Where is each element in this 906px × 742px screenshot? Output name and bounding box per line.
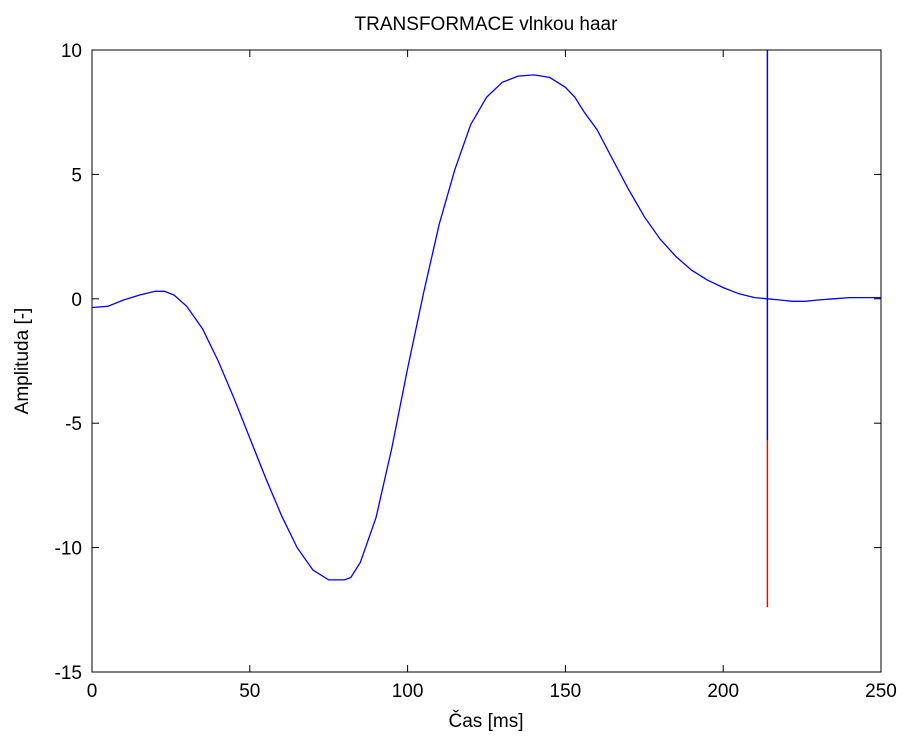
axis-ticks: 0 50 100 150 200 250 -15 -10 -5 0 5 10 (55, 41, 897, 702)
y-tick-label: -10 (55, 539, 82, 560)
x-tick-label: 250 (865, 681, 897, 702)
y-tick-label: 5 (71, 165, 82, 186)
y-tick-label: 10 (61, 41, 82, 62)
x-tick-label: 100 (392, 681, 424, 702)
y-tick-label: -15 (55, 663, 82, 684)
plot-area (91, 49, 882, 673)
series-line (91, 74, 881, 581)
y-axis-label: Amplituda [-] (12, 308, 33, 415)
y-tick-label: -5 (65, 414, 82, 435)
x-tick-label: 50 (239, 681, 260, 702)
x-axis-label: Čas [ms] (449, 710, 524, 732)
series-layer (91, 74, 881, 581)
chart-title: TRANSFORMACE vlnkou haar (355, 14, 619, 35)
y-tick-label: 0 (71, 290, 82, 311)
x-tick-label: 150 (550, 681, 582, 702)
x-tick-label: 0 (87, 681, 98, 702)
x-tick-label: 200 (707, 681, 739, 702)
